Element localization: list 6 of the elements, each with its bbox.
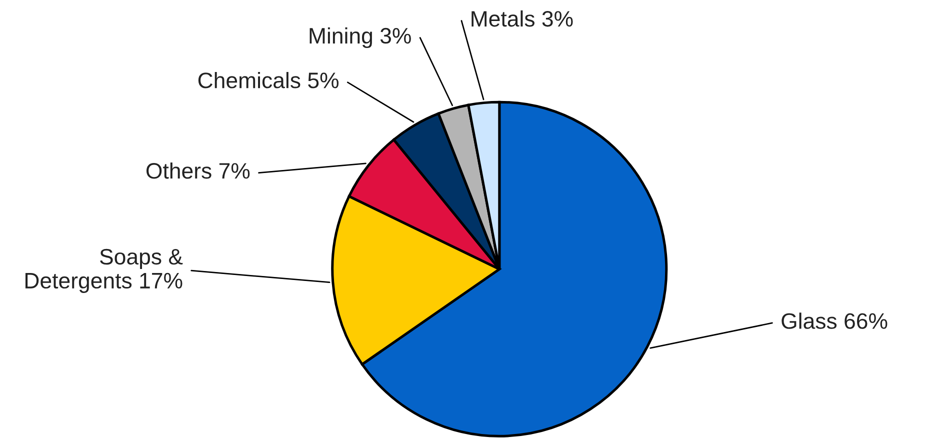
slice-label: Chemicals 5% [198, 72, 339, 88]
slice-label: Metals 3% [472, 10, 573, 27]
slice-label: Glass 66% [782, 312, 888, 329]
slice-label: Mining 3% [310, 27, 411, 48]
slice-label: Soaps & Detergents 17% [25, 248, 183, 293]
slice-label: Others 7% [146, 162, 250, 179]
